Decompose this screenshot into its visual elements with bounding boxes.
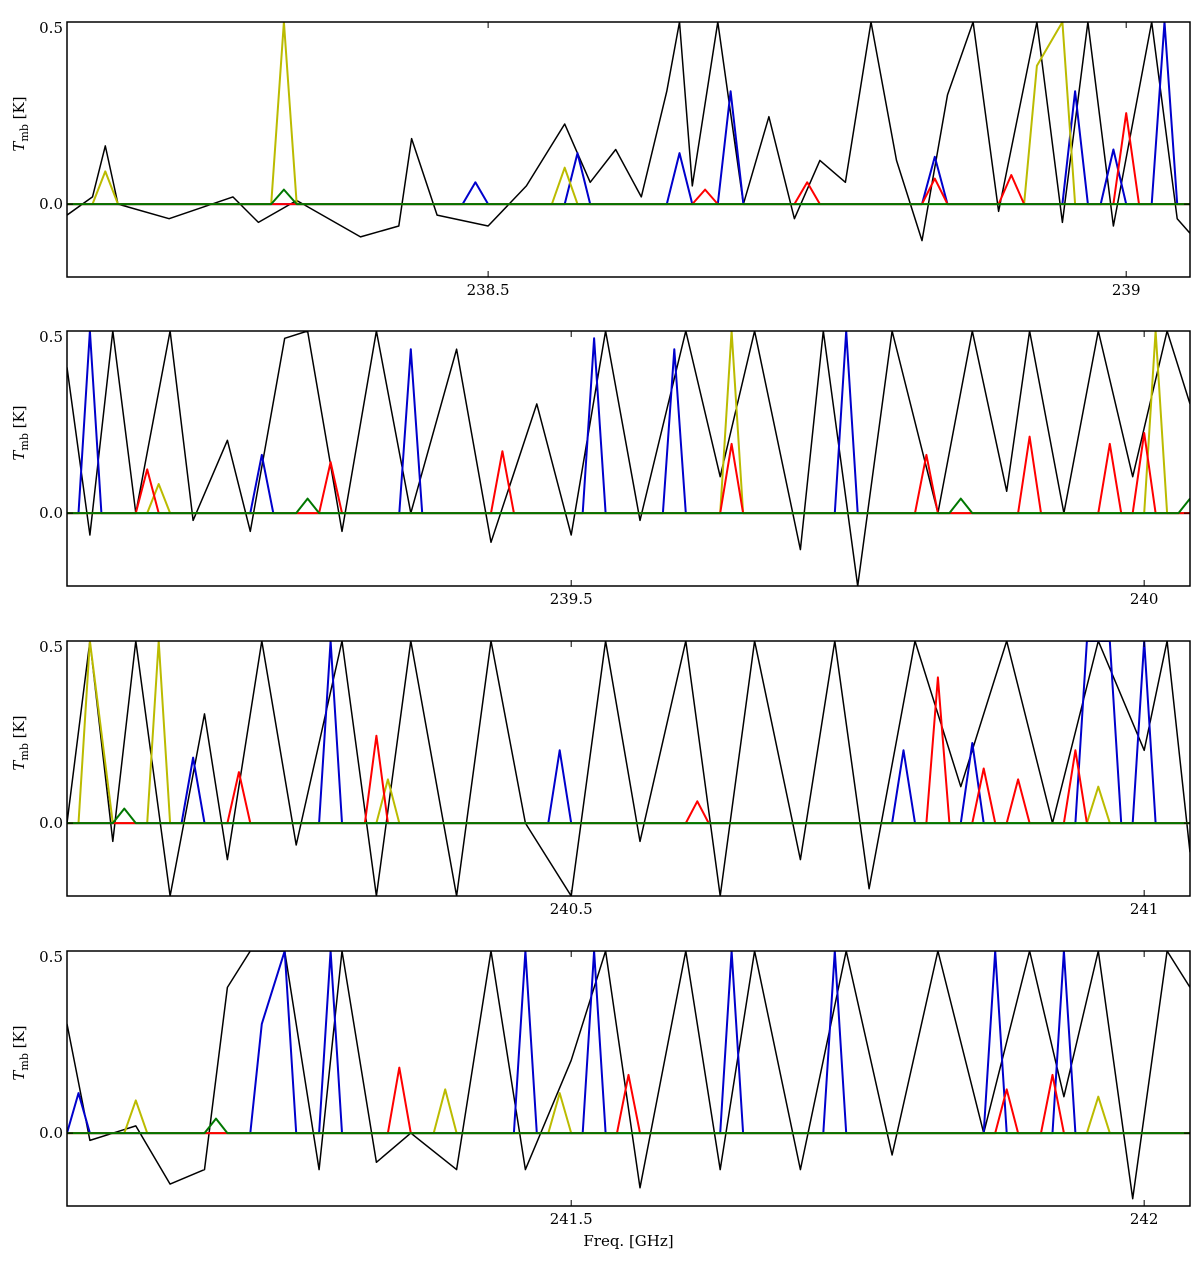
y-tick-label: 0.0 bbox=[39, 195, 63, 213]
panel-1: 0.0 0.5 238.5 239 Tmb [K] bbox=[10, 19, 1191, 299]
y-tick-label: 0.0 bbox=[39, 814, 63, 832]
plot-area bbox=[67, 951, 1190, 1200]
x-tick-label: 240 bbox=[1130, 590, 1159, 608]
x-tick-label: 241 bbox=[1130, 900, 1159, 918]
series-line-5 bbox=[67, 497, 1190, 515]
y-tick-label: 0.5 bbox=[39, 19, 63, 37]
x-tick-label: 242 bbox=[1130, 1210, 1159, 1228]
y-tick-label: 0.5 bbox=[39, 328, 63, 346]
series-line-3 bbox=[67, 22, 1190, 206]
y-axis-label: Tmb [K] bbox=[10, 405, 31, 460]
y-axis-label: Tmb [K] bbox=[10, 1025, 31, 1080]
plot-frame bbox=[66, 640, 1191, 897]
x-axis-label: Freq. [GHz] bbox=[583, 1232, 673, 1250]
series-line-4 bbox=[67, 1066, 1190, 1135]
series-line-5 bbox=[67, 807, 1190, 825]
y-tick-label: 0.0 bbox=[39, 504, 63, 522]
plot-area bbox=[67, 22, 1190, 242]
series-line-1 bbox=[67, 951, 1190, 1200]
series-line-1 bbox=[67, 331, 1190, 586]
x-tick-label: 240.5 bbox=[550, 900, 593, 918]
series-line-5 bbox=[67, 188, 1190, 206]
plot-area bbox=[67, 641, 1190, 896]
plot-frame bbox=[66, 21, 1191, 278]
x-tick-label: 239 bbox=[1112, 281, 1141, 299]
y-tick-label: 0.5 bbox=[39, 948, 63, 966]
plot-frame bbox=[66, 950, 1191, 1207]
panel-3: 0.0 0.5 240.5 241 Tmb [K] bbox=[10, 638, 1191, 918]
plot-area bbox=[67, 331, 1190, 586]
series-line-3 bbox=[67, 331, 1190, 515]
x-tick-label: 241.5 bbox=[550, 1210, 593, 1228]
series-line-2 bbox=[67, 951, 1190, 1135]
series-line-5 bbox=[67, 1117, 1190, 1135]
y-axis-label: Tmb [K] bbox=[10, 96, 31, 151]
plot-frame bbox=[66, 330, 1191, 587]
series-line-2 bbox=[67, 22, 1190, 206]
y-tick-label: 0.0 bbox=[39, 1124, 63, 1142]
y-tick-label: 0.5 bbox=[39, 638, 63, 656]
series-line-1 bbox=[67, 641, 1190, 896]
panel-4: 0.0 0.5 241.5 242 Tmb [K] Freq. [GHz] bbox=[10, 948, 1191, 1250]
y-axis-label: Tmb [K] bbox=[10, 715, 31, 770]
x-tick-label: 238.5 bbox=[467, 281, 510, 299]
panel-2: 0.0 0.5 239.5 240 Tmb [K] bbox=[10, 328, 1191, 608]
series-line-4 bbox=[67, 112, 1190, 206]
x-tick-label: 239.5 bbox=[550, 590, 593, 608]
series-line-1 bbox=[67, 22, 1190, 242]
